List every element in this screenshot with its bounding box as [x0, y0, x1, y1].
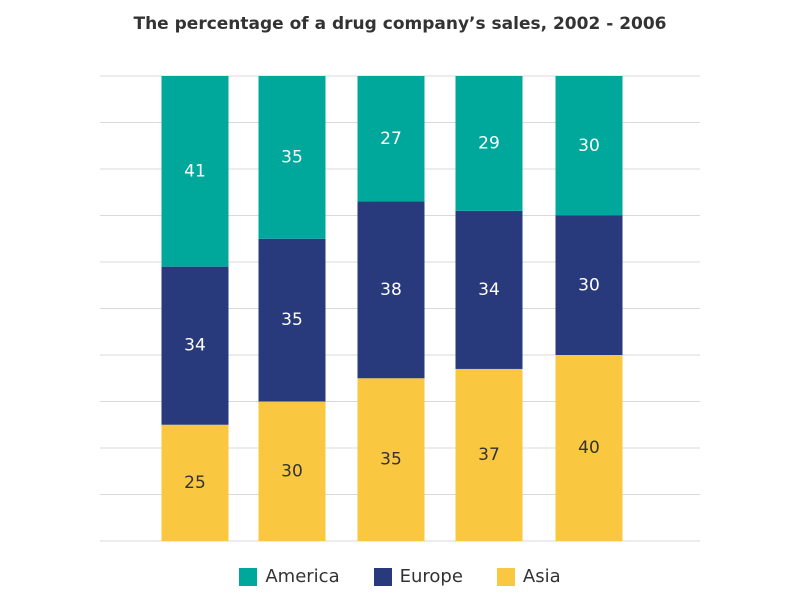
bar-europe-2005 [455, 210, 523, 369]
legend-item-europe: Europe [373, 566, 463, 587]
data-label-europe-2004: 38 [380, 280, 402, 300]
data-label-asia-2005: 37 [478, 445, 500, 465]
data-label-europe-2005: 34 [478, 280, 500, 300]
bar-america-2003 [258, 76, 326, 239]
data-label-asia-2002: 25 [184, 473, 206, 493]
bar-asia-2004 [357, 378, 425, 541]
data-label-america-2003: 35 [281, 147, 303, 167]
legend: America Europe Asia [0, 566, 800, 587]
data-label-america-2004: 27 [380, 129, 402, 149]
data-label-europe-2006: 30 [578, 275, 600, 295]
bar-america-2004 [357, 76, 425, 202]
data-label-asia-2003: 30 [281, 461, 303, 481]
bar-europe-2002 [161, 266, 229, 425]
bar-asia-2003 [258, 401, 326, 541]
bar-asia-2006 [555, 355, 623, 541]
legend-item-america: America [239, 566, 340, 587]
bar-europe-2006 [555, 215, 623, 355]
data-label-europe-2002: 34 [184, 336, 206, 356]
bars [161, 76, 623, 541]
data-label-america-2005: 29 [478, 133, 500, 153]
legend-swatch-asia [496, 567, 515, 586]
legend-swatch-america [239, 567, 258, 586]
bar-america-2002 [161, 76, 229, 267]
bar-europe-2003 [258, 238, 326, 402]
bar-asia-2002 [161, 424, 229, 541]
data-label-asia-2006: 40 [578, 438, 600, 458]
data-label-europe-2003: 35 [281, 310, 303, 330]
data-label-america-2006: 30 [578, 136, 600, 156]
legend-label-asia: Asia [522, 566, 561, 587]
chart-title: The percentage of a drug company’s sales… [133, 14, 667, 34]
legend-label-europe: Europe [399, 566, 463, 587]
bar-america-2005 [455, 76, 523, 211]
bar-america-2006 [555, 76, 623, 216]
legend-swatch-europe [373, 567, 392, 586]
data-labels: 25 34 41 30 35 35 35 38 27 37 34 29 40 30 30 [184, 129, 600, 493]
data-label-america-2002: 41 [184, 161, 206, 181]
legend-item-asia: Asia [496, 566, 561, 587]
data-label-asia-2004: 35 [380, 450, 402, 470]
bar-europe-2004 [357, 201, 425, 379]
bar-asia-2005 [455, 368, 523, 541]
legend-label-america: America [265, 566, 340, 587]
